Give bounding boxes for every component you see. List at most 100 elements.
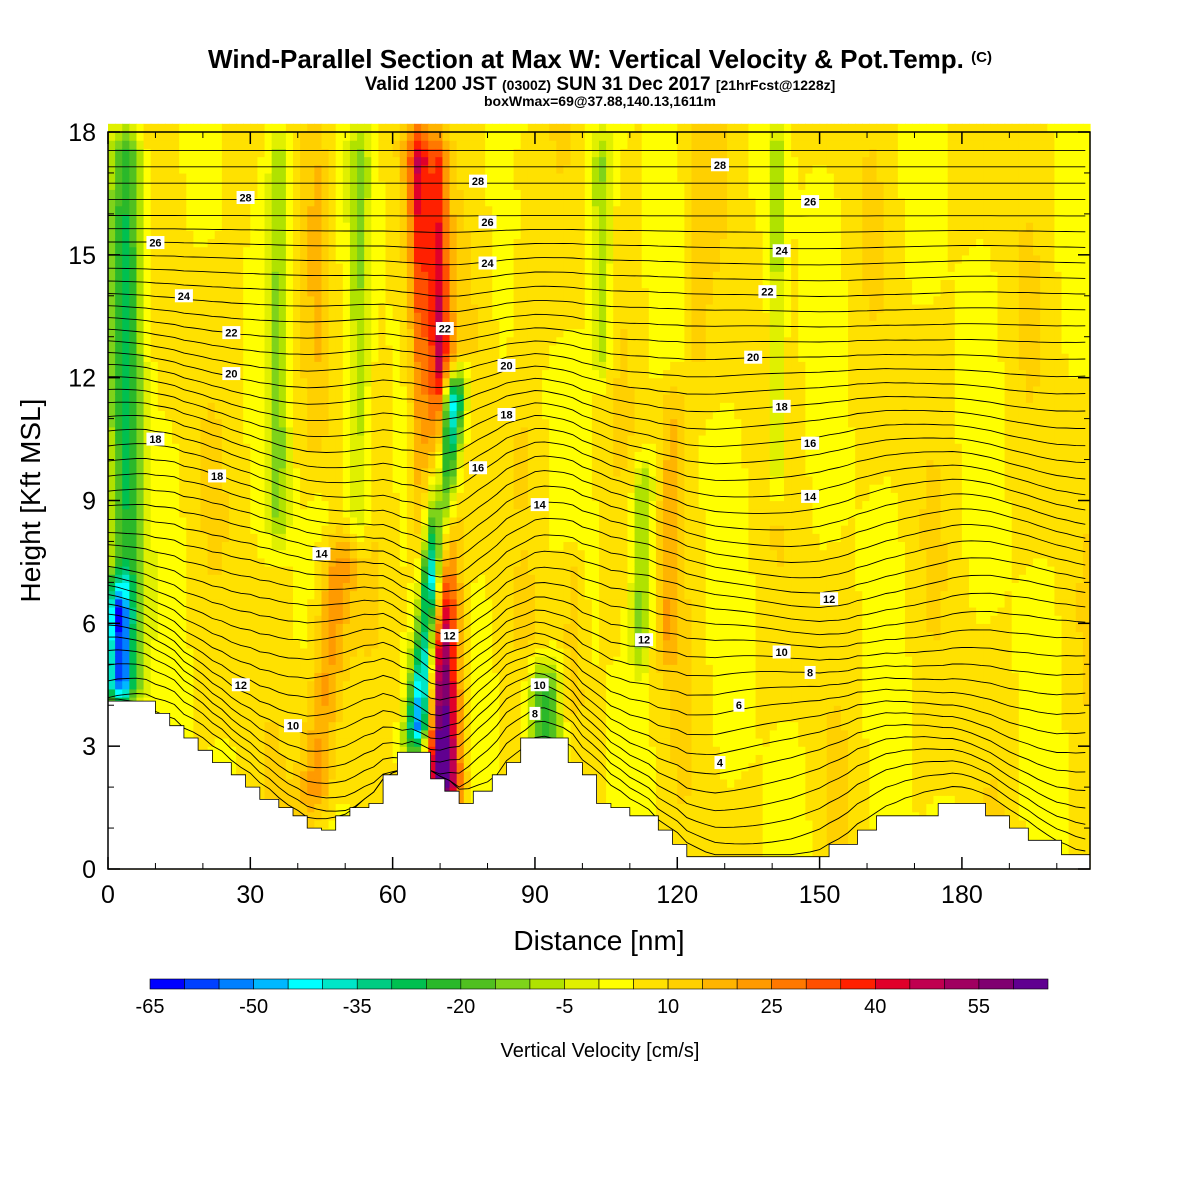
velocity-cell	[314, 819, 323, 829]
velocity-cell	[492, 287, 500, 297]
velocity-cell	[392, 312, 401, 321]
velocity-cell	[442, 238, 451, 248]
velocity-cell	[463, 713, 472, 723]
velocity-cell	[136, 484, 145, 493]
velocity-cell	[357, 238, 365, 248]
velocity-cell	[179, 525, 187, 534]
velocity-cell	[357, 541, 365, 551]
velocity-cell	[428, 688, 436, 698]
velocity-cell	[485, 172, 493, 182]
velocity-cell	[378, 443, 387, 452]
velocity-cell	[406, 394, 415, 403]
velocity-cell	[428, 254, 436, 264]
velocity-cell	[307, 500, 315, 510]
velocity-cell	[478, 631, 486, 641]
velocity-cell	[456, 246, 465, 256]
velocity-cell	[399, 664, 408, 674]
velocity-cell	[300, 394, 308, 403]
velocity-cell	[463, 312, 472, 321]
velocity-cell	[364, 164, 372, 174]
velocity-cell	[179, 533, 187, 543]
velocity-cell	[406, 238, 415, 248]
velocity-cell	[364, 132, 372, 141]
velocity-cell	[136, 205, 145, 215]
velocity-cell	[364, 623, 372, 633]
velocity-cell	[264, 623, 273, 633]
velocity-cell	[136, 615, 145, 624]
velocity-cell	[200, 500, 209, 510]
velocity-cell	[164, 697, 173, 706]
velocity-cell	[278, 574, 287, 583]
velocity-cell	[200, 492, 209, 502]
velocity-cell	[321, 697, 330, 706]
velocity-cell	[364, 336, 372, 346]
velocity-cell	[485, 615, 493, 624]
velocity-cell	[449, 688, 458, 698]
velocity-cell	[214, 705, 223, 715]
velocity-cell	[300, 598, 308, 608]
velocity-cell	[250, 729, 259, 739]
velocity-cell	[115, 197, 123, 207]
velocity-cell	[357, 369, 365, 379]
velocity-cell	[143, 230, 152, 240]
velocity-cell	[478, 279, 486, 289]
velocity-cell	[214, 123, 223, 133]
velocity-cell	[399, 566, 408, 575]
velocity-cell	[193, 574, 202, 583]
velocity-cell	[214, 746, 223, 755]
velocity-cell	[470, 639, 479, 649]
velocity-cell	[257, 385, 266, 395]
velocity-cell	[200, 312, 209, 321]
velocity-cell	[157, 451, 166, 461]
velocity-cell	[257, 754, 266, 764]
velocity-cell	[463, 361, 472, 371]
velocity-cell	[335, 762, 344, 772]
velocity-cell	[349, 328, 358, 338]
velocity-cell	[413, 336, 422, 346]
velocity-cell	[214, 484, 223, 493]
velocity-cell	[293, 295, 301, 305]
velocity-cell	[357, 574, 365, 583]
velocity-cell	[307, 377, 315, 387]
velocity-cell	[357, 295, 365, 305]
velocity-cell	[470, 246, 479, 256]
velocity-cell	[371, 697, 380, 706]
velocity-cell	[193, 148, 202, 158]
velocity-cell	[228, 385, 237, 395]
velocity-cell	[250, 557, 259, 567]
velocity-cell	[492, 549, 500, 559]
velocity-cell	[300, 525, 308, 534]
velocity-cell	[243, 762, 251, 772]
velocity-cell	[264, 606, 273, 616]
velocity-cell	[300, 426, 308, 436]
velocity-cell	[442, 263, 451, 272]
velocity-cell	[328, 508, 337, 518]
velocity-cell	[428, 205, 436, 215]
velocity-cell	[243, 410, 251, 420]
velocity-cell	[307, 713, 315, 723]
velocity-cell	[378, 778, 387, 788]
velocity-cell	[250, 287, 259, 297]
velocity-cell	[172, 394, 180, 403]
velocity-cell	[293, 574, 301, 583]
velocity-cell	[115, 672, 123, 682]
velocity-cell	[115, 598, 123, 608]
velocity-cell	[300, 303, 308, 313]
velocity-cell	[200, 246, 209, 256]
velocity-cell	[257, 312, 266, 321]
velocity-cell	[321, 606, 330, 616]
velocity-cell	[342, 205, 351, 215]
velocity-cell	[136, 566, 145, 575]
velocity-cell	[314, 336, 323, 346]
velocity-cell	[364, 328, 372, 338]
velocity-cell	[271, 197, 280, 207]
velocity-cell	[207, 418, 216, 428]
velocity-cell	[378, 189, 387, 199]
velocity-cell	[264, 230, 273, 240]
velocity-cell	[321, 263, 330, 272]
velocity-cell	[285, 402, 294, 412]
velocity-cell	[122, 189, 130, 199]
velocity-cell	[293, 746, 301, 755]
velocity-cell	[307, 484, 315, 493]
velocity-cell	[257, 787, 266, 796]
